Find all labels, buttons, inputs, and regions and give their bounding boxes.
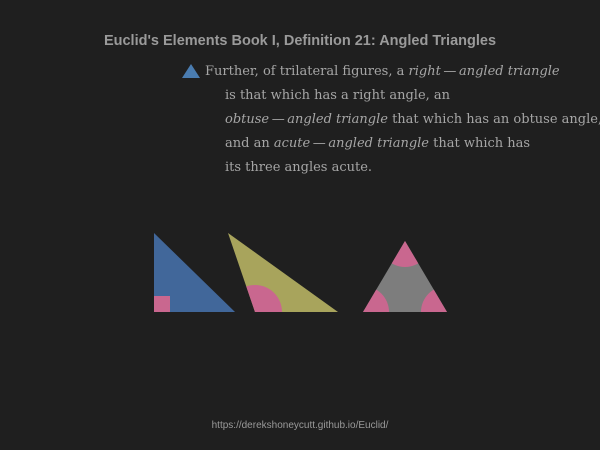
- right-angled-triangle: [154, 233, 235, 312]
- acute-angled-triangle: [363, 241, 447, 312]
- acute-angle-mark-right: [421, 286, 447, 312]
- definition-line-3: obtuse — angled triangle that which has …: [225, 112, 600, 127]
- term-right-angled: right — angled triangle: [408, 64, 560, 79]
- obtuse-angled-triangle: [228, 233, 338, 312]
- triangle-bullet-icon: [182, 64, 200, 78]
- right-angle-mark: [154, 296, 170, 312]
- acute-angle-mark-left: [363, 286, 389, 312]
- definition-line-5: its three angles acute.: [225, 160, 373, 175]
- source-url[interactable]: https://derekshoneycutt.github.io/Euclid…: [211, 420, 389, 431]
- definition-line-2: is that which has a right angle, an: [225, 88, 451, 103]
- page-title: Euclid's Elements Book I, Definition 21:…: [103, 33, 497, 49]
- obtuse-angle-mark: [228, 285, 282, 312]
- definition-line-1: Further, of trilateral figures, a right …: [205, 64, 560, 79]
- term-acute-angled: acute — angled triangle: [273, 136, 429, 151]
- definition-text: Further, of trilateral figures, a right …: [205, 60, 600, 180]
- term-obtuse-angled: obtuse — angled triangle: [225, 112, 388, 127]
- acute-angle-mark-top: [379, 241, 431, 267]
- definition-line-4: and an acute — angled triangle that whic…: [225, 136, 531, 151]
